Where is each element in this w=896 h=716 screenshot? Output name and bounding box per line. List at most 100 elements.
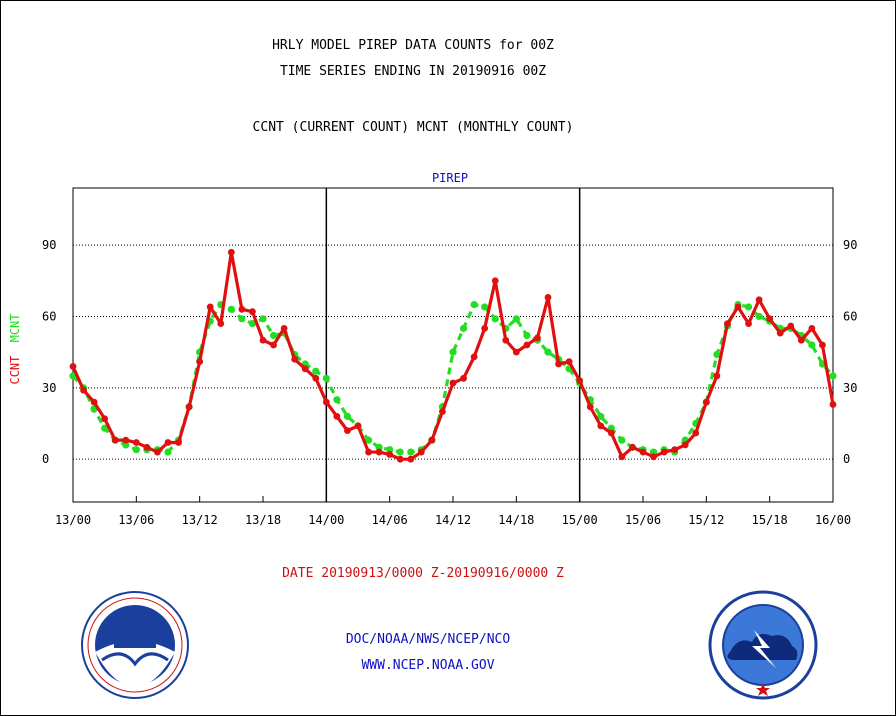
x-tick-label: 13/12 [182,513,218,527]
data-point-ccnt [132,439,140,446]
chart-subtitle: CCNT (CURRENT COUNT) MCNT (MONTHLY COUNT… [252,120,574,135]
data-point-ccnt [238,305,246,313]
data-point-mcnt [618,436,626,444]
data-point-ccnt [270,341,277,349]
data-point-ccnt [143,443,151,451]
data-point-ccnt [681,441,689,449]
x-tick-label: 13/06 [118,513,154,527]
data-point-ccnt [512,348,520,356]
data-point-mcnt [481,303,489,311]
data-point-ccnt [470,353,478,361]
x-tick-label: 13/00 [55,513,91,527]
data-point-ccnt [544,294,552,301]
data-point-ccnt [122,436,130,444]
data-point-mcnt [755,312,763,321]
data-point-ccnt [555,360,562,368]
data-point-mcnt [491,315,499,323]
x-tick-label: 14/06 [372,513,408,527]
data-point-ccnt [428,436,436,444]
data-point-mcnt [544,348,552,356]
data-point-mcnt [470,300,478,309]
data-point-ccnt [291,355,299,363]
data-point-mcnt [269,331,278,340]
data-point-ccnt [745,320,752,327]
data-point-ccnt [766,315,774,323]
data-point-ccnt [154,448,161,456]
data-point-ccnt [692,429,700,437]
y-tick-label-right: 90 [843,238,857,252]
data-point-mcnt [227,305,235,313]
data-point-ccnt [365,448,372,456]
data-point-mcnt [386,446,394,454]
data-point-ccnt [702,398,710,406]
data-point-ccnt [449,379,457,387]
data-point-mcnt [132,446,140,454]
plot-frame [72,187,834,503]
chart-title-line-1: HRLY MODEL PIREP DATA COUNTS for 00Z [272,38,554,53]
data-point-ccnt [819,341,826,349]
data-point-ccnt [333,412,341,420]
x-tick-label: 15/18 [752,513,788,527]
data-point-ccnt [185,403,193,411]
data-point-ccnt [386,451,394,458]
panel-label: PIREP [431,171,469,185]
data-point-ccnt [249,308,256,316]
y-tick-label-left: 90 [42,238,56,252]
data-point-ccnt [808,324,816,332]
data-point-mcnt [597,412,605,420]
data-point-ccnt [481,324,489,332]
data-point-ccnt [439,408,446,416]
x-tick-label: 14/12 [435,513,471,527]
data-point-ccnt [259,336,267,344]
data-point-mcnt [164,448,172,456]
data-point-mcnt [101,424,109,432]
footer-org-path: DOC/NOAA/NWS/NCEP/NCO [345,632,511,647]
x-tick-label: 14/18 [498,513,534,527]
data-point-mcnt [407,448,415,456]
data-point-mcnt [744,303,753,311]
data-point-mcnt [512,315,520,323]
y-tick-label-right: 30 [843,381,857,395]
data-point-mcnt [248,319,257,328]
data-point-mcnt [459,324,468,332]
y-tick-label-left: 0 [42,452,49,466]
data-point-ccnt [80,386,87,394]
y-tick-label-right: 60 [843,309,857,323]
data-point-mcnt [333,396,341,404]
data-point-ccnt [407,455,415,463]
data-point-mcnt [312,367,320,375]
x-tick-label: 15/00 [562,513,598,527]
data-point-ccnt [491,277,499,285]
data-point-mcnt [238,315,246,323]
x-tick-label: 15/12 [688,513,724,527]
data-point-ccnt [344,427,351,435]
data-point-ccnt [724,320,731,327]
data-point-ccnt [639,448,647,456]
data-point-ccnt [69,363,77,370]
x-tick-label: 16/00 [815,513,851,527]
x-tick-label: 13/18 [245,513,281,527]
data-point-ccnt [650,453,657,461]
data-point-ccnt [217,320,225,327]
data-point-mcnt [829,372,837,380]
data-point-mcnt [523,331,531,340]
data-point-ccnt [576,377,584,385]
data-point-ccnt [354,422,362,430]
data-point-ccnt [534,334,541,342]
data-point-ccnt [618,453,626,461]
data-point-ccnt [565,358,573,366]
data-point-ccnt [164,439,172,446]
noaa-logo [81,591,189,699]
data-point-mcnt [259,315,267,323]
y-tick-label-left: 60 [42,309,56,323]
y-tick-label-left: 30 [42,381,56,395]
national-weather-service-logo [708,590,818,700]
data-point-mcnt [375,443,383,451]
data-point-mcnt [713,350,721,359]
data-point-ccnt [586,403,594,411]
data-point-ccnt [629,443,636,451]
x-tick-label: 15/06 [625,513,661,527]
data-point-mcnt [449,348,457,356]
data-point-ccnt [787,322,795,330]
